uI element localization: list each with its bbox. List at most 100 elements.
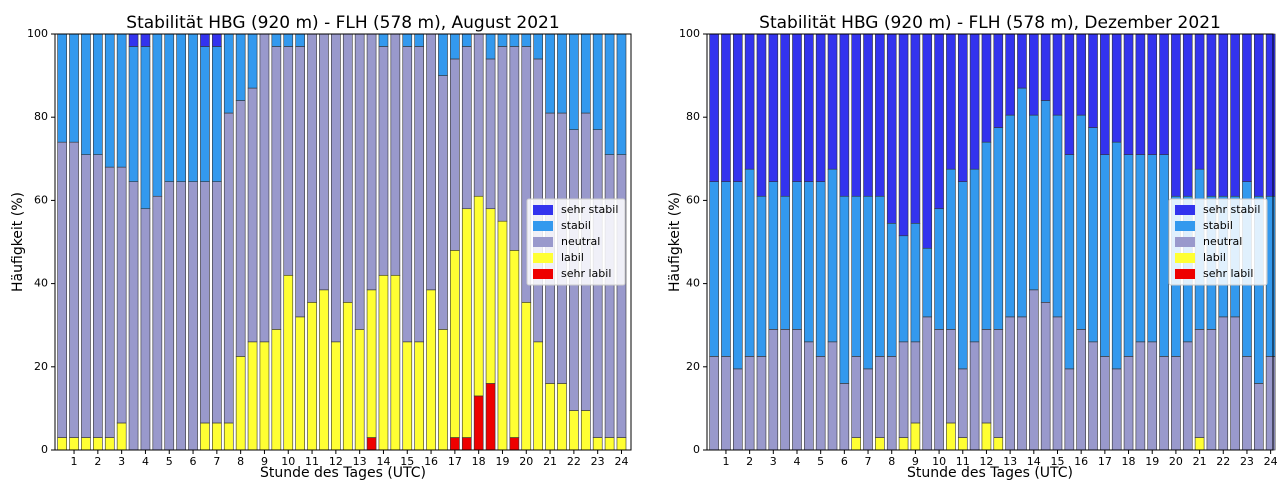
x-tick-label: 17 <box>448 455 462 468</box>
x-tick-label: 11 <box>305 455 319 468</box>
bar-segment <box>957 181 968 370</box>
bar-segment <box>616 437 627 451</box>
legend-label: neutral <box>1203 235 1242 248</box>
bar-segment <box>1111 368 1122 451</box>
bar-segment <box>616 154 627 438</box>
bar-segment <box>1017 87 1027 318</box>
bar-segment <box>450 437 460 451</box>
bar-segment <box>450 58 460 251</box>
bar-segment <box>509 33 520 47</box>
bar-segment <box>247 33 258 89</box>
bar-segment <box>1005 114 1015 318</box>
bar-segment <box>81 154 91 438</box>
bar-segment <box>473 195 484 397</box>
bar-segment <box>283 46 294 276</box>
bar-segment <box>533 33 543 60</box>
bar-segment <box>780 33 790 197</box>
bar-segment <box>709 356 719 451</box>
x-tick-label: 2 <box>94 455 101 468</box>
bar-segment <box>295 46 305 318</box>
bar-segment <box>580 410 591 451</box>
bar-segment <box>1147 154 1158 343</box>
bar-segment <box>295 33 305 47</box>
legend-swatch <box>533 253 553 263</box>
bar-segment <box>81 437 91 451</box>
x-tick-label: 10 <box>281 455 295 468</box>
bar-segment <box>969 168 980 343</box>
bar-segment <box>946 168 956 330</box>
bar-segment <box>1171 356 1181 451</box>
bar-segment <box>569 410 579 451</box>
x-tick-label: 7 <box>213 455 220 468</box>
x-tick-label: 24 <box>614 455 628 468</box>
x-tick-label: 6 <box>841 455 848 468</box>
bar-segment <box>438 33 448 76</box>
bar-segment <box>485 208 496 384</box>
x-tick-label: 23 <box>591 455 605 468</box>
bar-segment <box>378 33 389 47</box>
bar-segment <box>545 383 555 451</box>
bar-segment <box>1029 33 1039 116</box>
bar-segment <box>732 368 743 451</box>
bar-segment <box>450 250 460 438</box>
bar-segment <box>235 33 246 101</box>
legend-swatch <box>1175 205 1195 215</box>
x-axis-label: Stunde des Tages (UTC) <box>907 465 1073 481</box>
bar-segment <box>1265 33 1276 197</box>
bar-segment <box>756 33 767 197</box>
chart-title: Stabilität HBG (920 m) - FLH (578 m), Au… <box>126 13 559 33</box>
bar-segment <box>485 58 496 210</box>
bar-segment <box>875 356 885 438</box>
bar-segment <box>57 33 67 143</box>
bar-segment <box>1147 341 1158 451</box>
bar-segment <box>1123 356 1134 451</box>
bar-segment <box>875 195 885 357</box>
bar-segment <box>390 274 401 451</box>
bar-segment <box>342 302 353 451</box>
y-tick-label: 0 <box>693 443 700 456</box>
x-tick-label: 16 <box>1074 455 1088 468</box>
bar-segment <box>993 127 1004 330</box>
bar-segment <box>1052 316 1063 451</box>
bar-segment <box>152 33 163 197</box>
bar-segment <box>69 33 79 143</box>
bar-segment <box>235 356 246 451</box>
y-axis-label: Häufigkeit (%) <box>10 192 26 292</box>
legend-swatch <box>533 205 553 215</box>
bar-segment <box>1029 114 1039 291</box>
bar-segment <box>1194 437 1205 451</box>
bar-segment <box>709 181 719 357</box>
bar-segment <box>140 46 151 210</box>
bar-segment <box>1076 114 1086 330</box>
bar-segment <box>390 33 401 276</box>
bar-segment <box>1005 316 1015 451</box>
legend-label: labil <box>561 251 584 264</box>
bar-segment <box>1182 33 1193 197</box>
bar-segment <box>946 33 956 170</box>
bar-segment <box>1135 341 1146 451</box>
bar-segment <box>545 33 555 114</box>
bar-segment <box>509 437 520 451</box>
bar-segment <box>910 341 921 424</box>
bar-segment <box>176 33 186 182</box>
bar-segment <box>898 341 909 438</box>
legend-label: sehr stabil <box>1203 203 1260 216</box>
bar-segment <box>721 356 731 451</box>
bar-segment <box>259 33 270 343</box>
bar-segment <box>426 33 436 291</box>
bar-segment <box>898 235 909 343</box>
bar-segment <box>307 302 317 451</box>
bar-segment <box>557 383 567 451</box>
bar-segment <box>1088 127 1098 343</box>
bar-segment <box>212 46 222 182</box>
bar-segment <box>366 33 377 291</box>
bar-segment <box>307 33 317 303</box>
bar-segment <box>898 437 909 451</box>
legend-label: labil <box>1203 251 1226 264</box>
bar-segment <box>946 329 956 424</box>
bar-segment <box>128 46 139 182</box>
bar-segment <box>804 33 814 182</box>
bar-segment <box>295 316 305 451</box>
bar-segment <box>319 33 329 291</box>
